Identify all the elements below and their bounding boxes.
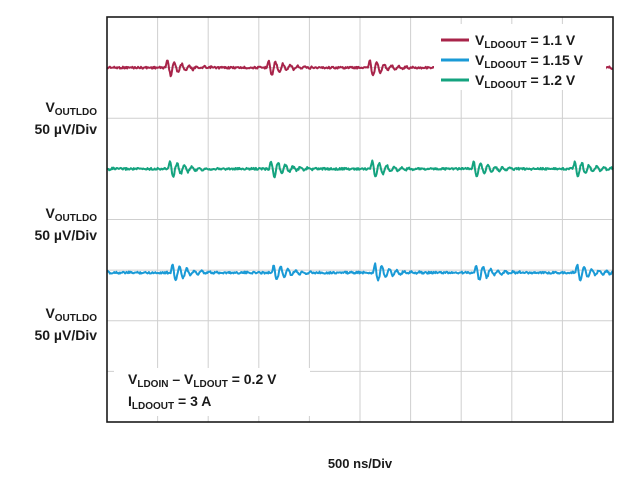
annotation-line-1: VLDOIN – VLDOUT = 0.2 V (128, 371, 277, 390)
series-line-3 (106, 159, 614, 179)
svg-text:VLDOOUT = 1.1 V: VLDOOUT = 1.1 V (475, 32, 576, 51)
channel-scale-1: 50 µV/Div (34, 121, 97, 137)
svg-text:VLDOOUT = 1.2 V: VLDOOUT = 1.2 V (475, 72, 576, 91)
channel-label-2: VOUTLDO 50 µV/Div (34, 205, 97, 243)
channel-scale-3: 50 µV/Div (34, 327, 97, 343)
svg-text:VOUTLDO: VOUTLDO (45, 205, 97, 224)
series-line-2 (106, 262, 614, 282)
annotation-line-2: ILDOOUT = 3 A (128, 393, 211, 412)
x-axis-label: 500 ns/Div (328, 456, 393, 471)
svg-text:VLDOOUT = 1.15 V: VLDOOUT = 1.15 V (475, 52, 584, 71)
channel-scale-2: 50 µV/Div (34, 227, 97, 243)
channel-label-1: VOUTLDO 50 µV/Div (34, 99, 97, 137)
legend-entry-1: VLDOOUT = 1.1 V (441, 32, 576, 51)
conditions-annotation: VLDOIN – VLDOUT = 0.2 V ILDOOUT = 3 A (114, 368, 310, 416)
svg-text:VOUTLDO: VOUTLDO (45, 305, 97, 324)
svg-text:VOUTLDO: VOUTLDO (45, 99, 97, 118)
legend-entry-2: VLDOOUT = 1.15 V (441, 52, 584, 71)
legend-entry-3: VLDOOUT = 1.2 V (441, 72, 576, 91)
channel-label-3: VOUTLDO 50 µV/Div (34, 305, 97, 343)
chart-grid (107, 17, 613, 422)
chart-legend: VLDOOUT = 1.1 V VLDOOUT = 1.15 V VLDOOUT… (434, 24, 606, 91)
plot-frame (106, 16, 614, 423)
